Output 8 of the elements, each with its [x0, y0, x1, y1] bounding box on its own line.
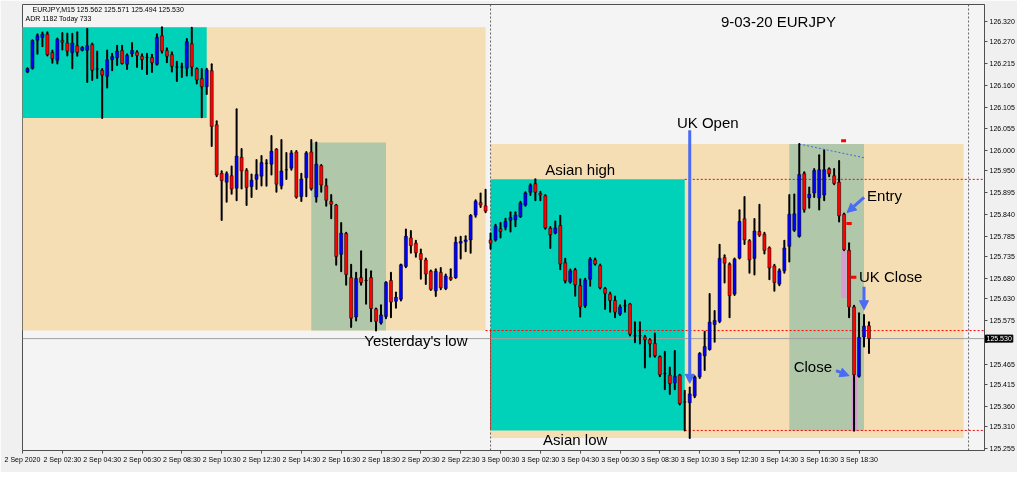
annotation: Asian low: [543, 431, 608, 449]
annotation: Close: [793, 358, 833, 376]
annotation: Yesterday's low: [364, 331, 468, 349]
annotation: Entry: [867, 186, 903, 204]
annotation: UK Close: [859, 268, 923, 286]
text: 9-03-20 EURJPY: [720, 13, 836, 30]
annotation: UK Open: [676, 113, 739, 131]
annotation: Asian high: [545, 161, 616, 179]
